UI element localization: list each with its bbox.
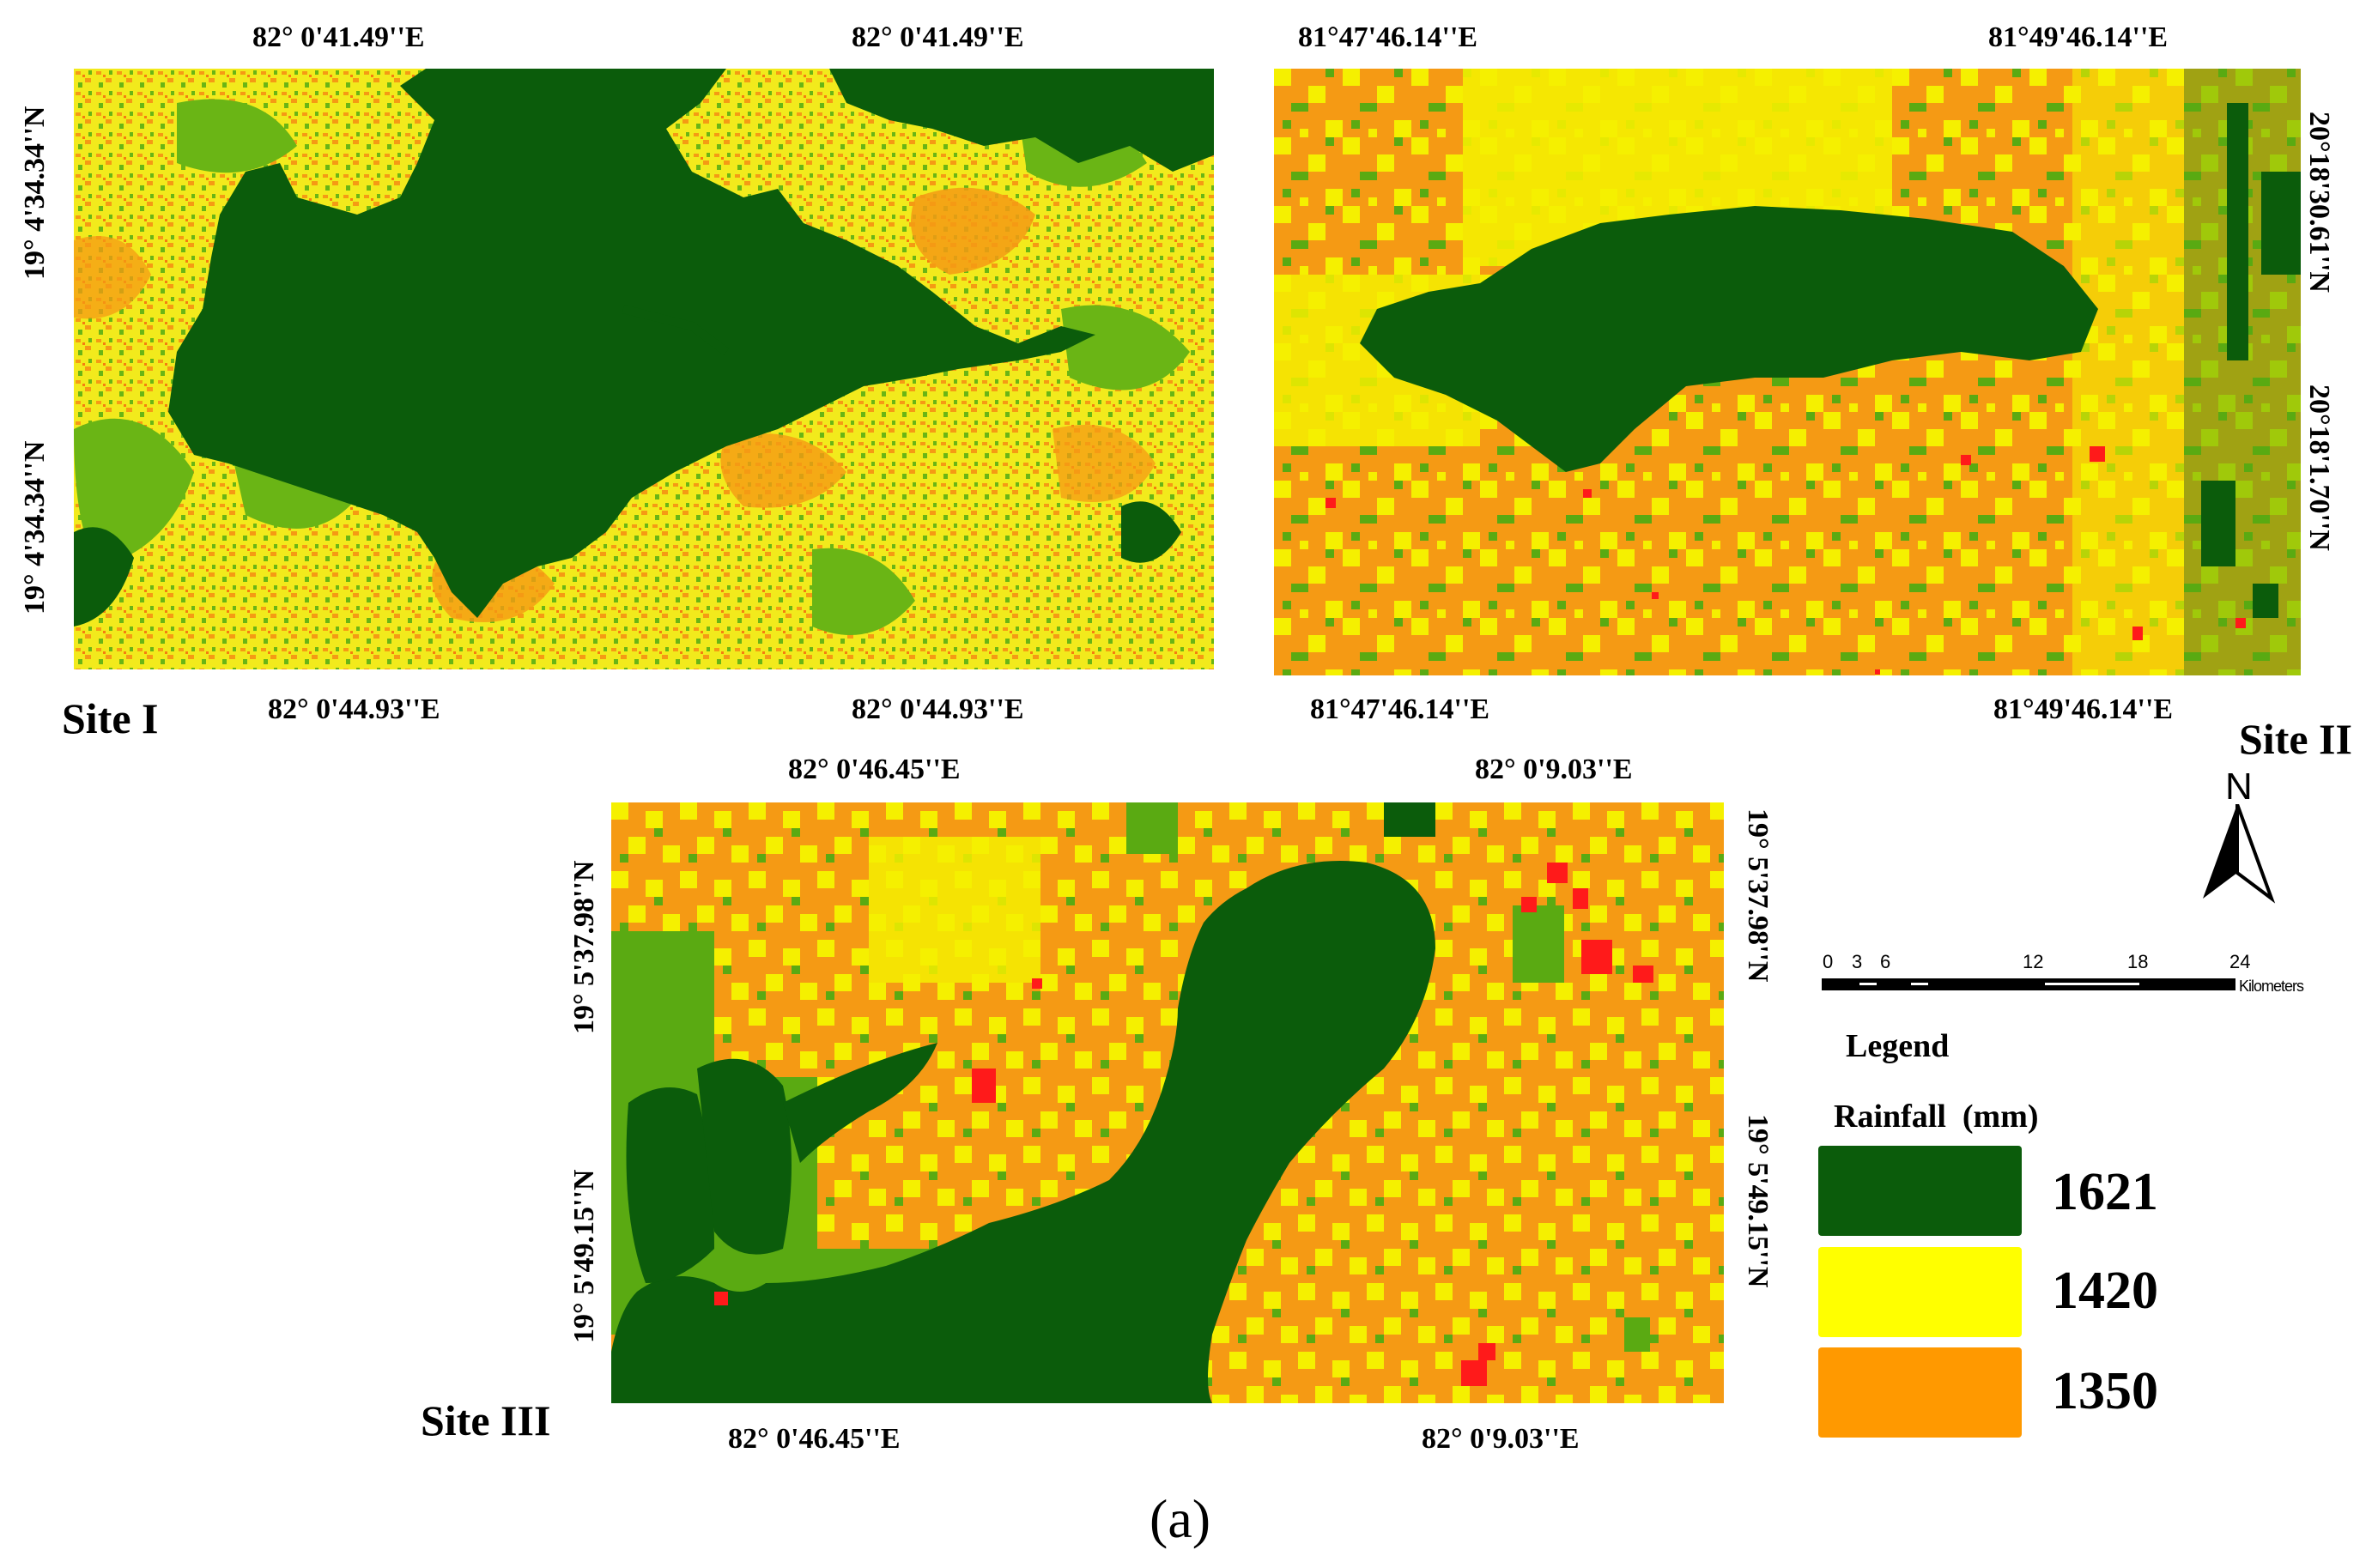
figure-caption: (a) <box>1150 1488 1211 1549</box>
legend-swatch-1350 <box>1818 1347 2022 1438</box>
scale-tick-0: 0 <box>1823 951 1834 972</box>
site-1-map <box>74 69 1214 669</box>
scale-bar: 0 3 6 12 18 24 Kilometers <box>1820 953 2335 1004</box>
north-arrow: N <box>2198 768 2301 905</box>
legend-label-1621: 1621 <box>2052 1163 2158 1221</box>
site-2-raster <box>1274 69 2301 675</box>
legend-label-1350: 1350 <box>2052 1362 2158 1420</box>
site-3-label: Site III <box>421 1396 551 1444</box>
site-3-left-top-latitude: 19° 5'37.98''N <box>568 860 600 1035</box>
legend-title: Legend <box>1846 1028 1950 1064</box>
site-2-bottom-right-longitude: 81°49'46.14''E <box>1993 693 2174 725</box>
site-2-map <box>1274 69 2301 675</box>
legend-subtitle: Rainfall (mm) <box>1834 1099 2039 1135</box>
site-1-top-left-longitude: 82° 0'41.49''E <box>252 21 425 53</box>
site-3-bottom-left-longitude: 82° 0'46.45''E <box>728 1423 901 1455</box>
site-2-top-right-longitude: 81°49'46.14''E <box>1988 21 2169 53</box>
site-3-top-right-longitude: 82° 0'9.03''E <box>1475 754 1633 785</box>
north-arrow-letter: N <box>2225 766 2253 808</box>
site-2-bottom-left-longitude: 81°47'46.14''E <box>1310 693 1490 725</box>
site-2-right-top-latitude: 20°18'30.61''N <box>2303 112 2335 293</box>
site-3-top-left-longitude: 82° 0'46.45''E <box>788 754 961 785</box>
legend-swatch-1420 <box>1818 1247 2022 1337</box>
site-1-bottom-left-longitude: 82° 0'44.93''E <box>268 693 440 725</box>
site-1-raster <box>74 69 1214 669</box>
north-arrow-icon <box>2203 804 2276 904</box>
site-3-raster <box>611 802 1724 1403</box>
site-2-right-bottom-latitude: 20°18'1.70''N <box>2303 384 2335 551</box>
legend-swatch-1621 <box>1818 1146 2022 1236</box>
scale-tick-24: 24 <box>2229 951 2251 972</box>
legend: Legend Rainfall (mm) 1621 1420 1350 <box>1803 1021 2158 1450</box>
site-1-label: Site I <box>62 694 159 742</box>
scale-tick-12: 12 <box>2023 951 2044 972</box>
site-3-bottom-right-longitude: 82° 0'9.03''E <box>1422 1423 1580 1455</box>
site-1-left-top-latitude: 19° 4'34.34''N <box>19 106 51 281</box>
scale-tick-18: 18 <box>2127 951 2149 972</box>
site-2-top-left-longitude: 81°47'46.14''E <box>1298 21 1478 53</box>
site-2-label: Site II <box>2239 715 2352 763</box>
site-3-right-bottom-latitude: 19° 5'49.15''N <box>1742 1114 1774 1288</box>
scale-unit: Kilometers <box>2239 978 2304 995</box>
scale-tick-3: 3 <box>1852 951 1863 972</box>
site-3-right-top-latitude: 19° 5'37.98''N <box>1742 808 1774 983</box>
scale-bar-graphic <box>1822 978 2235 990</box>
site-3-left-bottom-latitude: 19° 5'49.15''N <box>568 1169 600 1344</box>
site-3-map <box>611 802 1724 1403</box>
legend-label-1420: 1420 <box>2052 1262 2158 1320</box>
site-1-left-bottom-latitude: 19° 4'34.34''N <box>19 440 51 615</box>
site-1-top-right-longitude: 82° 0'41.49''E <box>852 21 1024 53</box>
scale-tick-6: 6 <box>1880 951 1891 972</box>
site-1-bottom-right-longitude: 82° 0'44.93''E <box>852 693 1024 725</box>
